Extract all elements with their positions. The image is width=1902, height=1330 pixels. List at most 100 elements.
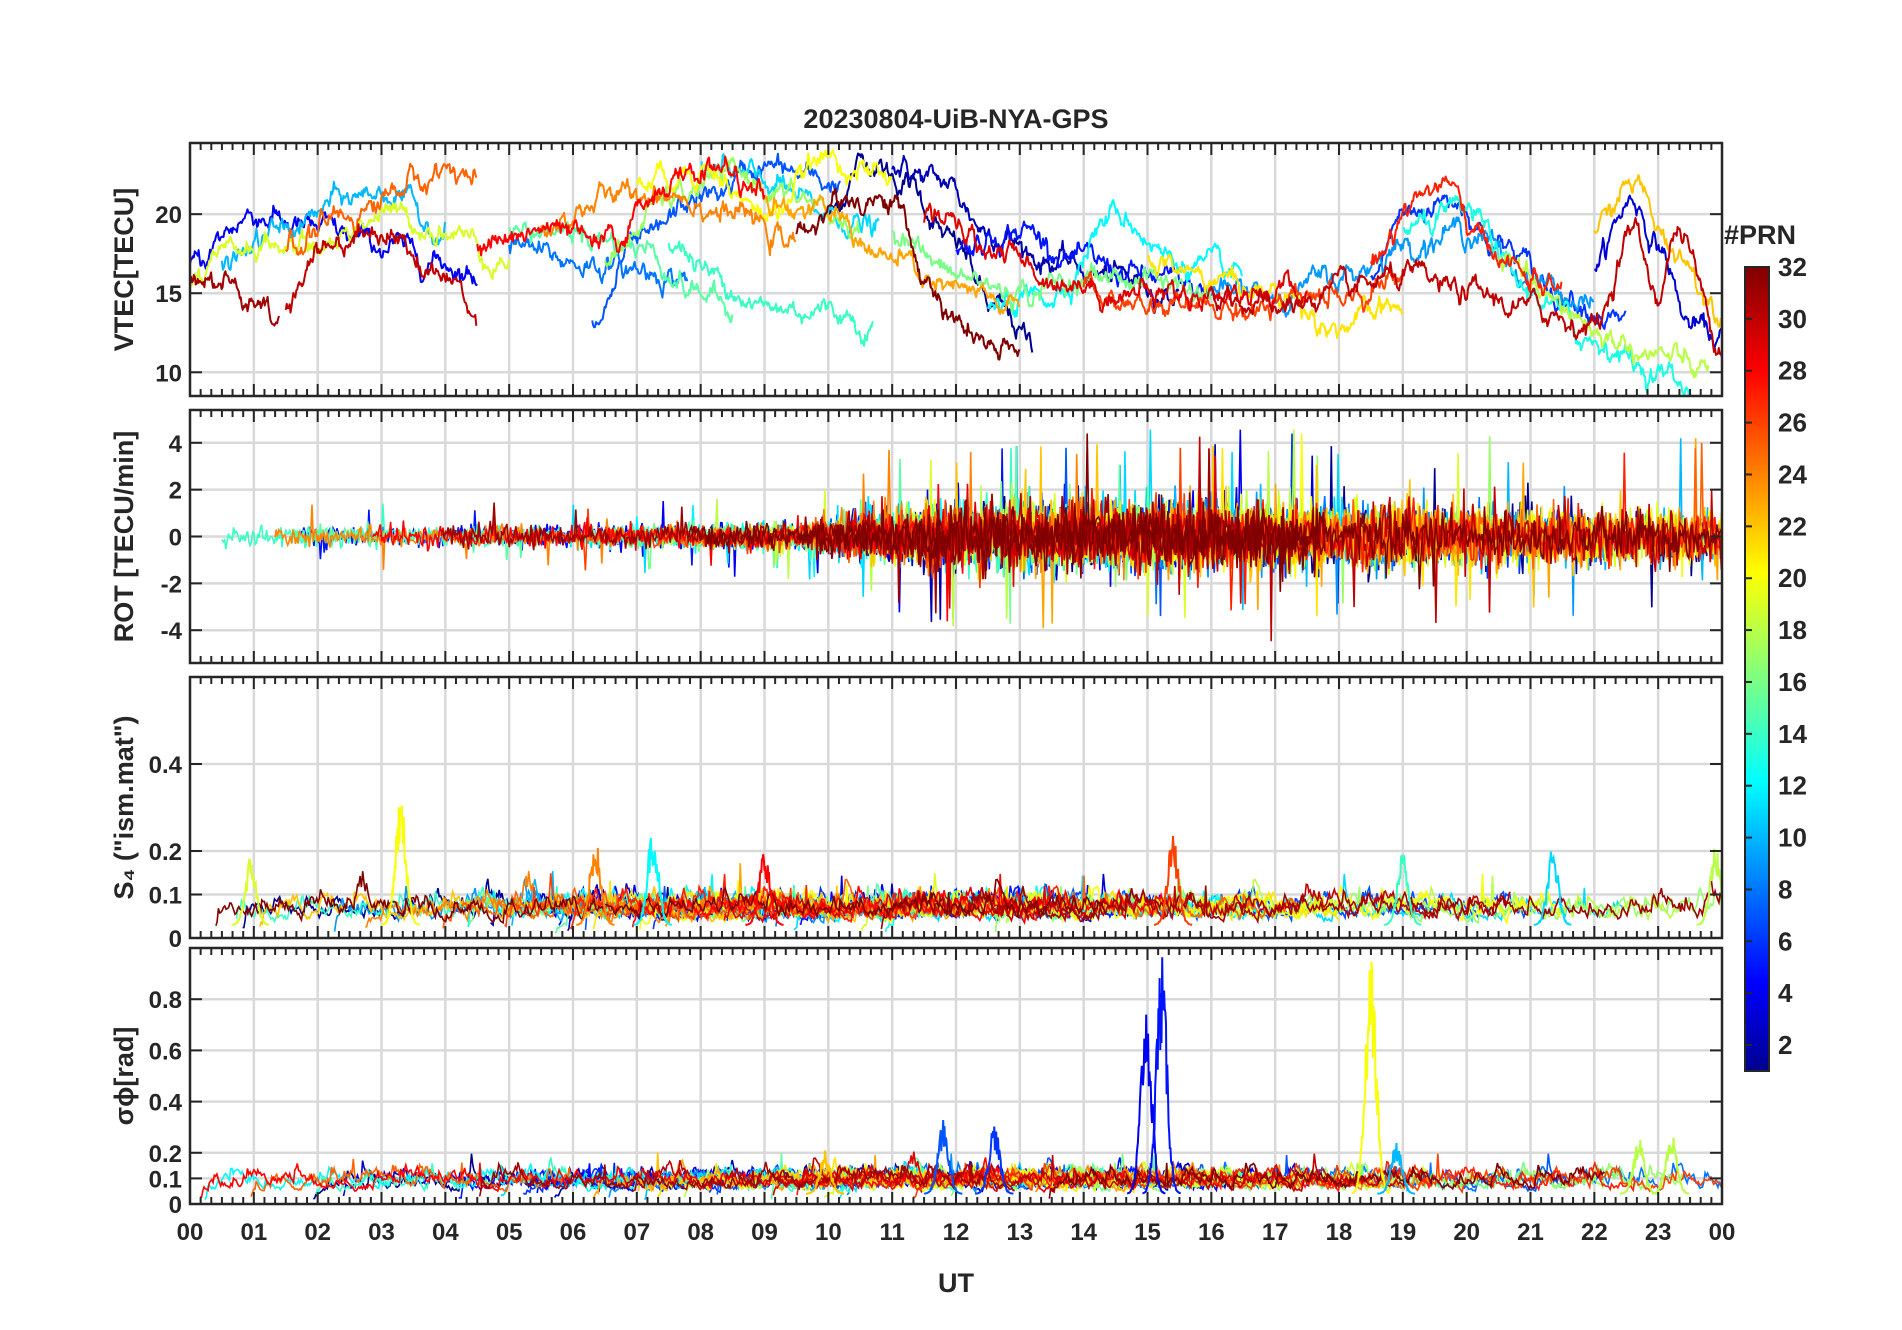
vtec-series-prn-8 [508, 235, 689, 299]
colorbar-tick-label: 6 [1778, 926, 1792, 956]
sigma-peak-prn-20 [1351, 961, 1390, 1195]
colorbar-tick-label: 18 [1778, 615, 1807, 645]
vtec-series-prn-23 [763, 194, 1021, 315]
y-tick-label: -2 [161, 571, 182, 598]
x-tick-label: 08 [687, 1219, 714, 1246]
s4-series-prn-30 [958, 883, 1511, 925]
y-tick-label: 20 [155, 202, 182, 229]
y-tick-label: 0.1 [149, 883, 182, 910]
sigma-peak-prn-6 [975, 1126, 1014, 1195]
panel-s4-y-label: S₄ ("ism.mat") [109, 715, 139, 899]
colorbar-tick-label: 28 [1778, 356, 1807, 386]
sigma-peak-prn-22 [806, 1150, 845, 1195]
vtec-series-prn-4 [190, 204, 478, 286]
sigma-peak-prn-18 [1651, 1137, 1690, 1195]
x-tick-label: 00 [1709, 1219, 1736, 1246]
panel-vtec-y-label: VTEC[TECU] [109, 188, 139, 352]
colorbar-tick-label: 4 [1778, 978, 1793, 1008]
sigma-peak-prn-10 [1377, 1142, 1416, 1195]
x-tick-label: 06 [560, 1219, 587, 1246]
panel-s4-grid [190, 677, 1722, 938]
x-tick-label: 11 [879, 1219, 904, 1246]
sigma-series-prn-12 [204, 1163, 614, 1200]
y-tick-label: 0.6 [149, 1038, 182, 1065]
panel-sigma: 00.10.2 0.4 0.6 0.8 σϕ[rad] [109, 946, 1724, 1219]
s4-series-prn-22 [259, 885, 967, 927]
x-tick-label: 23 [1645, 1219, 1672, 1246]
x-tick-label: 16 [1198, 1219, 1225, 1246]
panel-s4-series [215, 805, 1722, 934]
x-tick-label: 02 [304, 1219, 331, 1246]
sigma-peak-prn-18 [1619, 1139, 1658, 1195]
s4-series-prn-31 [880, 878, 1722, 930]
y-tick-label: 4 [169, 431, 183, 458]
y-tick-label: 0 [169, 525, 182, 552]
sigma-peak-prn-5 [1142, 957, 1182, 1195]
panel-rot-series [221, 429, 1722, 642]
s4-peak-prn-20 [381, 805, 421, 926]
x-tick-label: 22 [1581, 1219, 1608, 1246]
panel-sigma-y-label: σϕ[rad] [109, 1027, 139, 1126]
x-tick-label: 10 [815, 1219, 842, 1246]
chart-title: 20230804-UiB-NYA-GPS [803, 104, 1108, 134]
y-tick-label: 0.2 [149, 1141, 182, 1168]
vtec-series-prn-22 [1593, 174, 1722, 328]
vtec-series-prn-31 [190, 270, 280, 327]
rot-series-prn-32-late [795, 492, 1722, 592]
s4-series-prn-17 [994, 878, 1722, 933]
vtec-series-prn-3 [1594, 194, 1722, 351]
vtec-series-prn-1 [827, 152, 1034, 353]
vtec-series-prn-13 [1402, 195, 1690, 396]
sigma-series-prn-20 [801, 1161, 1375, 1193]
x-tick-label: 19 [1389, 1219, 1416, 1246]
x-tick-label: 05 [496, 1219, 523, 1246]
colorbar-tick-label: 16 [1778, 667, 1807, 697]
sigma-series-prn-28 [200, 1157, 1003, 1198]
sigma-series-prn-31 [478, 1161, 1015, 1197]
x-tick-label: 07 [623, 1219, 650, 1246]
colorbar-label: #PRN [1724, 220, 1796, 250]
s4-peak-prn-12 [633, 837, 673, 926]
x-tick-label: 14 [1070, 1219, 1097, 1246]
vtec-series-prn-14 [667, 240, 874, 347]
colorbar-tick-label: 32 [1778, 252, 1807, 282]
vtec-series-prn-28 [476, 155, 766, 257]
vtec-series-prn-21 [1146, 253, 1404, 339]
vtec-series-prn-12 [986, 199, 1243, 318]
x-tick-label: 18 [1326, 1219, 1353, 1246]
sigma-series-prn-32 [1048, 1162, 1605, 1199]
panel-rot-axes: -4 -2 0 2 4 [161, 408, 1724, 665]
y-tick-label: -4 [161, 618, 183, 645]
y-tick-label: 0 [169, 1192, 182, 1219]
vtec-series-prn-25 [284, 162, 478, 256]
vtec-series-prn-16 [892, 230, 1212, 314]
sigma-series-prn-30 [632, 1153, 1428, 1193]
x-tick-label: 20 [1453, 1219, 1480, 1246]
colorbar-tick-label: 22 [1778, 511, 1807, 541]
colorbar-tick-label: 2 [1778, 1030, 1792, 1060]
vtec-series-prn-6 [1370, 194, 1627, 330]
vtec-series-prn-29 [923, 202, 1308, 314]
y-tick-label: 0.4 [149, 1090, 183, 1117]
y-tick-label: 0.8 [149, 987, 182, 1014]
colorbar-tick-label: 12 [1778, 771, 1807, 801]
x-axis-label: UT [938, 1268, 974, 1298]
vtec-series-prn-19 [190, 201, 510, 287]
colorbar-tick-label: 26 [1778, 408, 1807, 438]
x-tick-label: 01 [240, 1219, 267, 1246]
x-tick-label: 15 [1134, 1219, 1161, 1246]
vtec-series-prn-32 [795, 187, 1021, 361]
panel-s4-axes: 0 0.1 0.2 0.4 [149, 675, 1724, 953]
y-tick-label: 0 [169, 926, 182, 953]
y-tick-label: 0.4 [149, 752, 183, 779]
s4-peak-prn-19 [231, 857, 270, 926]
x-tick-label: 09 [751, 1219, 778, 1246]
x-tick-label: 12 [943, 1219, 970, 1246]
x-tick-labels: 00 01 02 03 04 05 06 07 08 09 10 11 12 13 14 15 16 17 18 19… [177, 1219, 1736, 1246]
colorbar-tick-label: 14 [1778, 719, 1807, 749]
y-tick-label: 2 [169, 478, 182, 505]
s4-peak-prn-26 [1153, 835, 1193, 926]
y-tick-label: 10 [155, 360, 182, 387]
